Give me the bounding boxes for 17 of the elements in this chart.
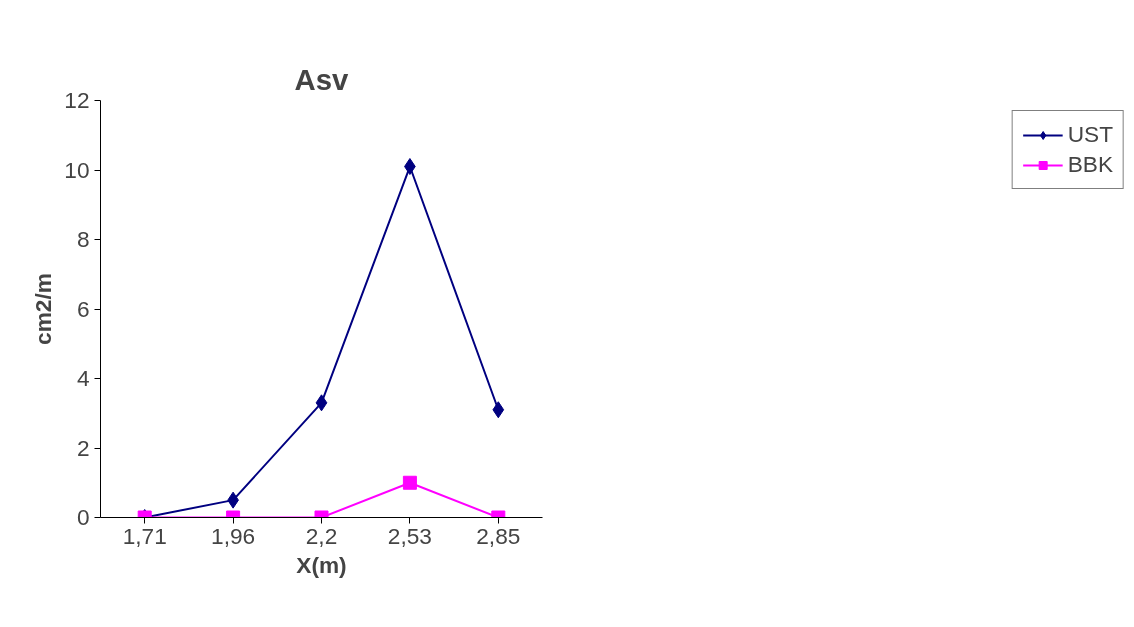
- y-tick-label: 10: [64, 156, 90, 183]
- x-axis-title: X(m): [296, 551, 347, 578]
- x-tick-label: 2,53: [387, 522, 432, 549]
- legend-label: BBK: [1067, 151, 1113, 178]
- y-tick-label: 4: [76, 365, 90, 391]
- y-tick-label: 0: [76, 504, 90, 530]
- x-tick-label: 1,96: [211, 522, 256, 549]
- y-tick-label: 12: [64, 87, 90, 113]
- chart-title: Asv: [294, 62, 350, 96]
- y-axis-title: cm2/m: [30, 273, 57, 345]
- x-tick-label: 2,2: [305, 522, 338, 549]
- x-tick-label: 1,71: [122, 522, 167, 549]
- y-tick-label: 8: [76, 226, 90, 252]
- y-tick-label: 6: [76, 295, 90, 322]
- y-tick-label: 2: [76, 434, 90, 461]
- x-tick-label: 2,85: [476, 522, 521, 549]
- legend-label: UST: [1067, 121, 1113, 148]
